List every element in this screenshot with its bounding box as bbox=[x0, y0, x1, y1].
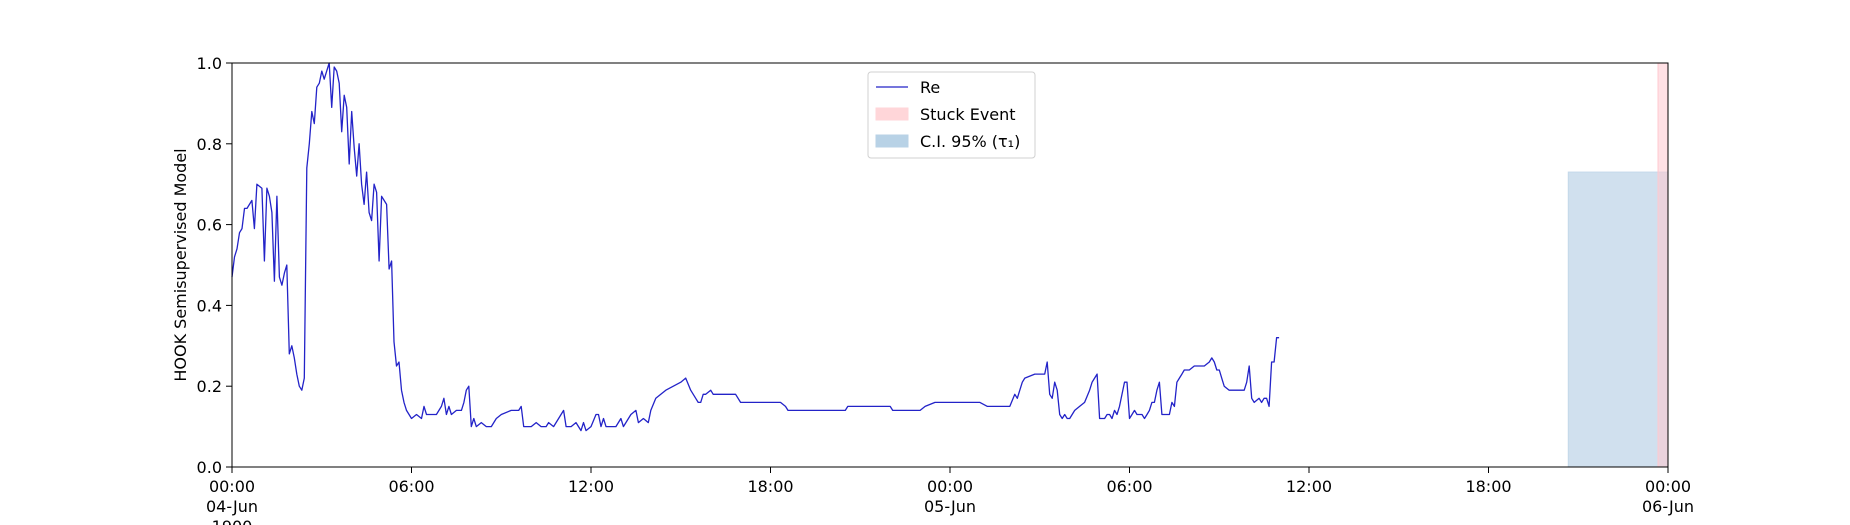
x-tick-label: 00:00 bbox=[927, 477, 973, 496]
x-tick-label: 06:00 bbox=[388, 477, 434, 496]
y-axis-label: HOOK Semisupervised Model bbox=[171, 148, 190, 381]
y-tick-label: 0.0 bbox=[197, 458, 222, 477]
x-axis-ticks: 00:0004-Jun190006:0012:0018:0000:0005-Ju… bbox=[206, 467, 1694, 525]
x-tick-label: 00:00 bbox=[209, 477, 255, 496]
x-tick-date-label: 06-Jun bbox=[1642, 497, 1694, 516]
x-tick-year-label: 1900 bbox=[212, 517, 253, 525]
legend-label: Stuck Event bbox=[920, 105, 1016, 124]
shaded-spans bbox=[1567, 62, 1669, 468]
y-tick-label: 0.6 bbox=[197, 216, 222, 235]
y-tick-label: 0.8 bbox=[197, 135, 222, 154]
x-tick-label: 00:00 bbox=[1645, 477, 1691, 496]
stuck-event-span bbox=[1657, 62, 1669, 468]
y-axis-ticks: 0.0 0.2 0.4 0.6 0.8 1.0 bbox=[197, 54, 232, 477]
x-tick-label: 12:00 bbox=[568, 477, 614, 496]
confidence-interval-span bbox=[1567, 171, 1669, 468]
legend-label: C.I. 95% (τ₁) bbox=[920, 132, 1020, 151]
legend-box bbox=[867, 71, 1036, 159]
x-tick-date-label: 04-Jun bbox=[206, 497, 258, 516]
legend-label: Re bbox=[920, 78, 940, 97]
legend-patch-swatch bbox=[875, 107, 909, 121]
x-tick-date-label: 05-Jun bbox=[924, 497, 976, 516]
x-tick-label: 18:00 bbox=[1465, 477, 1511, 496]
series-line-re bbox=[231, 62, 1280, 432]
y-tick-label: 0.4 bbox=[197, 296, 222, 315]
y-tick-label: 1.0 bbox=[197, 54, 222, 73]
legend: Re Stuck Event C.I. 95% (τ₁) bbox=[867, 71, 1036, 159]
x-tick-label: 12:00 bbox=[1286, 477, 1332, 496]
y-tick-label: 0.2 bbox=[197, 377, 222, 396]
series-layer bbox=[231, 62, 1280, 432]
x-tick-label: 06:00 bbox=[1106, 477, 1152, 496]
legend-patch-swatch bbox=[875, 134, 909, 148]
x-tick-label: 18:00 bbox=[747, 477, 793, 496]
